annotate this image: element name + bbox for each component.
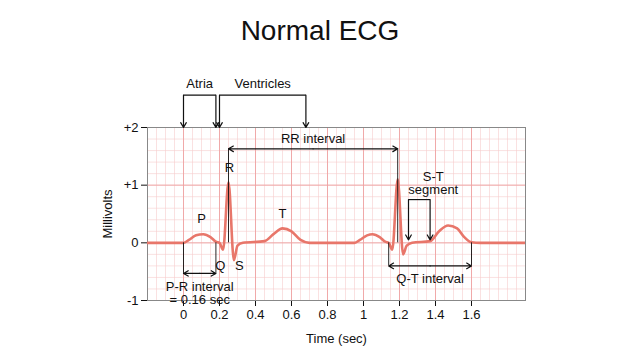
svg-text:RR interval: RR interval [281,131,345,146]
svg-text:Atria: Atria [186,76,214,91]
svg-text:Ventricles: Ventricles [235,76,292,91]
svg-text:0.6: 0.6 [282,307,300,322]
svg-text:0: 0 [131,235,138,250]
svg-text:0: 0 [180,307,187,322]
svg-text:1.6: 1.6 [462,307,480,322]
svg-text:segment: segment [408,182,458,197]
svg-text:0.4: 0.4 [246,307,264,322]
svg-text:S: S [235,258,244,273]
svg-text:Q: Q [215,258,225,273]
svg-text:1.4: 1.4 [426,307,444,322]
svg-text:Q-T interval: Q-T interval [396,271,464,286]
svg-text:R: R [225,160,234,175]
svg-text:P-R interval: P-R interval [165,278,234,294]
svg-text:1: 1 [360,307,367,322]
svg-text:0.8: 0.8 [318,307,336,322]
svg-text:+2: +2 [124,120,139,135]
svg-text:= 0.16 sec: = 0.16 sec [170,292,231,307]
html-text:Normal ECG: Normal ECG [240,15,400,46]
svg-text:P: P [197,211,206,226]
svg-text:Millivolts: Millivolts [100,189,115,239]
svg-text:1.2: 1.2 [390,307,408,322]
svg-text:0.2: 0.2 [210,307,228,322]
svg-text:Time (sec): Time (sec) [306,331,367,346]
svg-text:+1: +1 [124,177,139,192]
svg-text:T: T [279,206,287,221]
svg-text:S-T: S-T [422,168,444,184]
svg-text:-1: -1 [127,293,139,308]
